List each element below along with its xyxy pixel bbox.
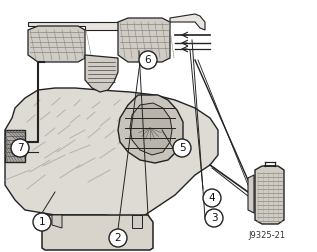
Circle shape [33, 213, 51, 231]
Circle shape [109, 229, 127, 247]
Polygon shape [118, 95, 183, 163]
Text: 2: 2 [115, 233, 121, 243]
Text: 6: 6 [145, 55, 151, 65]
Polygon shape [248, 175, 254, 213]
Circle shape [205, 209, 223, 227]
Polygon shape [130, 103, 172, 155]
Text: 1: 1 [39, 217, 45, 227]
Text: 7: 7 [17, 143, 23, 153]
Polygon shape [52, 215, 62, 228]
Circle shape [139, 51, 157, 69]
Polygon shape [85, 55, 118, 92]
Polygon shape [255, 166, 284, 224]
Polygon shape [28, 22, 118, 30]
Text: 3: 3 [211, 213, 217, 223]
FancyBboxPatch shape [5, 130, 25, 162]
Circle shape [203, 189, 221, 207]
Polygon shape [42, 215, 153, 250]
Text: 5: 5 [179, 143, 185, 153]
Polygon shape [5, 88, 218, 218]
Text: J9325-21: J9325-21 [248, 231, 285, 240]
Polygon shape [132, 215, 142, 228]
Polygon shape [170, 14, 205, 30]
Polygon shape [28, 26, 85, 62]
Text: 4: 4 [209, 193, 215, 203]
Circle shape [173, 139, 191, 157]
Circle shape [11, 139, 29, 157]
Polygon shape [118, 18, 170, 62]
